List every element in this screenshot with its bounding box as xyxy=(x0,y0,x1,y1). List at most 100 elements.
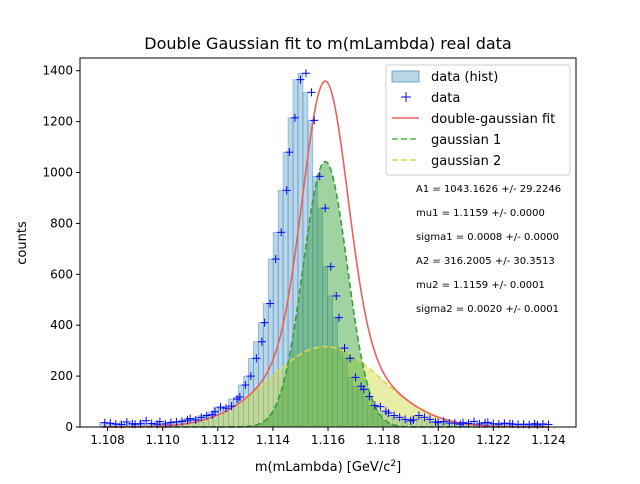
data-point xyxy=(172,417,181,426)
data-point xyxy=(257,337,266,346)
data-point xyxy=(271,255,280,264)
data-point xyxy=(414,411,423,420)
data-point xyxy=(335,313,344,322)
data-point xyxy=(246,372,255,381)
data-point xyxy=(321,204,330,213)
data-point xyxy=(425,415,434,424)
data-point xyxy=(197,413,206,422)
legend-label-hist: data (hist) xyxy=(431,70,498,85)
data-point xyxy=(260,318,269,327)
data-point xyxy=(227,402,236,411)
legend-label-fit: double-gaussian fit xyxy=(431,112,555,127)
data-point xyxy=(365,392,374,401)
y-tick-label: 200 xyxy=(50,369,73,383)
data-point xyxy=(106,419,115,428)
data-point xyxy=(384,409,393,417)
x-tick-label: 1.112 xyxy=(201,433,235,447)
data-point xyxy=(191,415,200,424)
data-point xyxy=(235,392,244,401)
data-point xyxy=(326,262,335,271)
data-point xyxy=(434,418,443,427)
data-point xyxy=(351,373,360,382)
data-point xyxy=(307,88,316,97)
data-point xyxy=(100,418,109,427)
data-point xyxy=(450,419,459,428)
legend-label-g1: gaussian 1 xyxy=(431,133,501,148)
x-axis-label: m(mLambda) [GeV/c2] xyxy=(255,459,401,475)
data-point xyxy=(142,416,151,425)
y-tick-label: 800 xyxy=(50,216,73,230)
data-point xyxy=(464,419,473,428)
legend: data (hist) data double-gaussian fit gau… xyxy=(385,64,571,176)
data-point xyxy=(285,148,294,157)
x-axis-label-main: m(mLambda) [GeV/c xyxy=(255,460,391,475)
y-tick-label: 1200 xyxy=(42,115,73,129)
legend-label-data: data xyxy=(431,91,460,106)
x-axis-label-sup: 2 xyxy=(390,459,396,469)
y-tick-label: 0 xyxy=(65,420,73,434)
data-point xyxy=(390,411,399,420)
chart-title: Double Gaussian fit to m(mLambda) real d… xyxy=(144,34,511,53)
data-point xyxy=(122,417,131,426)
data-point xyxy=(216,403,225,412)
data-point xyxy=(489,419,498,428)
data-point xyxy=(241,381,250,390)
x-tick-label: 1.120 xyxy=(421,433,455,447)
data-point xyxy=(420,413,429,422)
data-point xyxy=(147,419,156,428)
data-point xyxy=(315,172,324,181)
x-tick-label: 1.108 xyxy=(90,433,124,447)
gaussian-2-fill xyxy=(102,346,549,427)
data-point xyxy=(186,414,195,423)
y-axis-label: counts xyxy=(15,221,30,265)
data-point xyxy=(202,411,211,420)
param-sigma2: sigma2 = 0.0020 +/- 0.0001 xyxy=(416,304,559,315)
param-sigma1: sigma1 = 0.0008 +/- 0.0000 xyxy=(416,232,559,243)
x-axis: 1.108 1.110 1.112 1.114 1.116 1.118 1.120 1.122… xyxy=(90,427,566,447)
data-point xyxy=(359,385,368,394)
x-tick-label: 1.122 xyxy=(476,433,510,447)
data-point xyxy=(346,354,355,363)
x-tick-label: 1.116 xyxy=(311,433,345,447)
data-point xyxy=(370,401,379,410)
data-point xyxy=(222,404,231,413)
legend-label-g2: gaussian 2 xyxy=(431,154,501,169)
data-point xyxy=(136,419,145,428)
x-axis-label-close: ] xyxy=(396,460,401,475)
y-tick-label: 1000 xyxy=(42,166,73,180)
y-tick-label: 1400 xyxy=(42,64,73,78)
x-tick-label: 1.124 xyxy=(531,433,565,447)
data-point xyxy=(483,418,492,427)
data-point xyxy=(296,75,305,84)
data-point xyxy=(409,415,418,424)
param-a2: A2 = 316.2005 +/- 30.3513 xyxy=(416,256,555,267)
data-point xyxy=(310,116,319,125)
data-point xyxy=(332,291,341,300)
data-point xyxy=(155,417,164,426)
data-point xyxy=(301,69,310,78)
data-point xyxy=(252,354,261,363)
y-tick-label: 600 xyxy=(50,267,73,281)
data-point xyxy=(500,419,509,428)
data-point xyxy=(439,417,448,426)
data-point xyxy=(395,413,404,422)
data-point xyxy=(401,415,410,424)
data-point xyxy=(459,418,468,427)
data-point xyxy=(470,417,479,426)
param-a1: A1 = 1043.1626 +/- 29.2246 xyxy=(416,184,561,195)
y-axis: 0 200 400 600 800 1000 1200 1400 xyxy=(42,64,80,434)
data-point xyxy=(177,417,186,426)
data-point xyxy=(533,420,542,429)
legend-swatch-hist xyxy=(391,70,420,83)
param-mu2: mu2 = 1.1159 +/- 0.0001 xyxy=(416,280,545,291)
data-point xyxy=(266,299,275,308)
data-point xyxy=(376,402,385,411)
param-mu1: mu1 = 1.1159 +/- 0.0000 xyxy=(416,208,545,219)
data-point xyxy=(211,407,220,416)
data-point xyxy=(166,418,175,427)
fit-parameters: A1 = 1043.1626 +/- 29.2246 mu1 = 1.1159 … xyxy=(416,184,561,315)
x-tick-label: 1.110 xyxy=(145,433,179,447)
x-tick-label: 1.114 xyxy=(256,433,290,447)
legend-marker-data xyxy=(401,92,411,102)
